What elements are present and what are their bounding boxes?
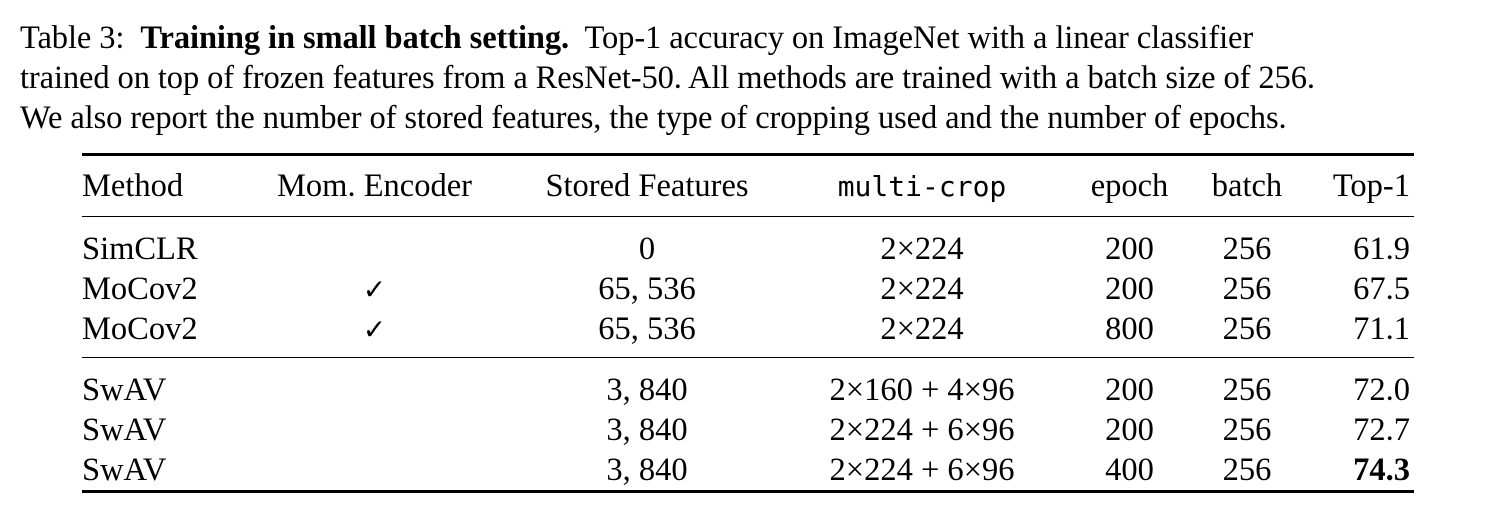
header-row: Method Mom. Encoder Stored Features mult… [82, 153, 1414, 217]
cell-epoch: 200 [1105, 411, 1154, 448]
cell-batch: 256 [1192, 357, 1302, 410]
cell-method: MoCov2 [82, 270, 198, 307]
cell-mom-encoder [232, 216, 517, 269]
cell-mom-encoder [232, 450, 517, 493]
cell-batch: 256 [1222, 270, 1272, 307]
cell-batch: 256 [1192, 450, 1302, 493]
cell-stored: 3, 840 [606, 411, 688, 448]
cell-mom-encoder [232, 357, 517, 410]
cell-batch: 256 [1192, 216, 1302, 269]
header-stored-features: Stored Features [517, 153, 777, 217]
cell-top1: 67.5 [1353, 270, 1410, 307]
table-row: SwAV 3, 840 2×224 + 6×96 200 256 72.7 [82, 410, 1414, 450]
cell-epoch: 400 [1067, 450, 1192, 493]
cell-crop: 2×224 + 6×96 [777, 450, 1067, 493]
results-table: Method Mom. Encoder Stored Features mult… [82, 153, 1414, 493]
caption-line-2: trained on top of frozen features from a… [20, 60, 1315, 96]
cell-epoch: 800 [1105, 310, 1154, 347]
cell-epoch: 200 [1067, 216, 1192, 269]
cell-crop: 2×160 + 4×96 [777, 357, 1067, 410]
cell-epoch: 200 [1105, 270, 1154, 307]
header-multi-crop: multi-crop [777, 153, 1067, 217]
cell-method: SwAV [82, 450, 232, 493]
header-top1: Top-1 [1302, 153, 1414, 217]
cell-crop: 2×224 [777, 216, 1067, 269]
caption-text-1: Top-1 accuracy on ImageNet with a linear… [584, 20, 1254, 56]
cell-method: SimCLR [82, 216, 232, 269]
cell-batch: 256 [1222, 411, 1272, 448]
table-row: SwAV 3, 840 2×224 + 6×96 400 256 74.3 [82, 450, 1414, 493]
cell-method: SwAV [82, 411, 167, 448]
cell-batch: 256 [1222, 310, 1272, 347]
caption-title: Training in small batch setting. [140, 20, 570, 56]
cell-top1: 72.7 [1353, 411, 1410, 448]
cell-top1: 61.9 [1302, 216, 1414, 269]
cell-mom-encoder [232, 410, 517, 450]
cell-top1-best: 74.3 [1302, 450, 1414, 493]
checkmark-icon: ✓ [362, 272, 387, 306]
cell-crop: 2×224 + 6×96 [829, 411, 1015, 448]
caption-label: Table 3: [20, 20, 125, 56]
table-caption: Table 3: Training in small batch setting… [20, 18, 1480, 138]
header-mom-encoder: Mom. Encoder [232, 153, 517, 217]
header-method: Method [82, 153, 232, 217]
cell-epoch: 200 [1067, 357, 1192, 410]
table-row: SwAV 3, 840 2×160 + 4×96 200 256 72.0 [82, 357, 1414, 410]
cell-method: MoCov2 [82, 310, 198, 347]
cell-stored: 65, 536 [598, 310, 696, 347]
header-epoch: epoch [1067, 153, 1192, 217]
table-row: SimCLR 0 2×224 200 256 61.9 [82, 216, 1414, 269]
header-batch: batch [1192, 153, 1302, 217]
cell-top1: 72.0 [1302, 357, 1414, 410]
cell-stored: 3, 840 [517, 450, 777, 493]
cell-stored: 65, 536 [598, 270, 696, 307]
checkmark-icon: ✓ [362, 312, 387, 346]
caption-line-3: We also report the number of stored feat… [20, 100, 1287, 136]
cell-stored: 0 [517, 216, 777, 269]
cell-top1: 71.1 [1353, 310, 1410, 347]
cell-crop: 2×224 [880, 310, 964, 347]
cell-stored: 3, 840 [517, 357, 777, 410]
table-row: MoCov2 ✓ 65, 536 2×224 800 256 71.1 [82, 309, 1414, 358]
caption-line-1: Table 3: Training in small batch setting… [20, 18, 1480, 58]
cell-method: SwAV [82, 357, 232, 410]
table-row: MoCov2 ✓ 65, 536 2×224 200 256 67.5 [82, 269, 1414, 309]
cell-crop: 2×224 [880, 270, 964, 307]
